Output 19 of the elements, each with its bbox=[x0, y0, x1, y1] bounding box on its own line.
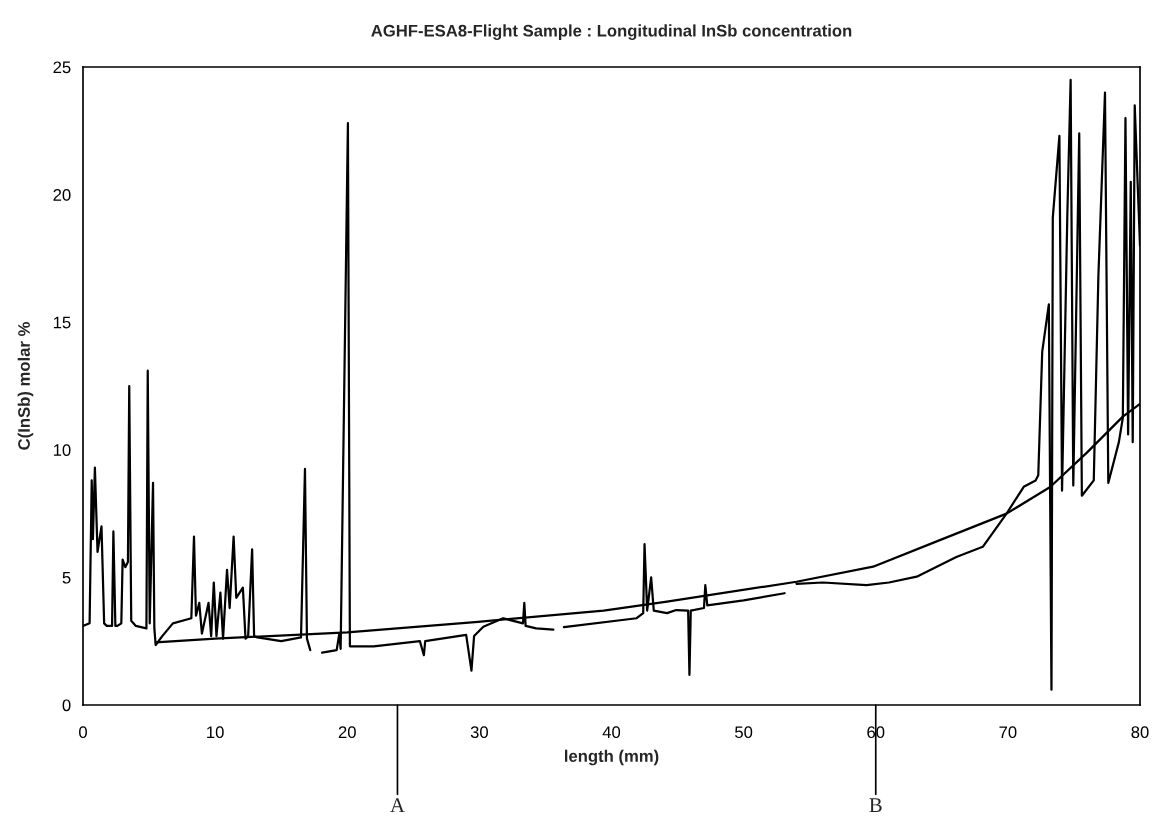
y-tick-label: 10 bbox=[53, 444, 71, 456]
x-tick-label: 40 bbox=[602, 726, 621, 739]
ref-line-label: A bbox=[390, 798, 405, 812]
y-tick-label: 25 bbox=[53, 61, 71, 74]
y-tick-label: 0 bbox=[62, 699, 71, 712]
y-tick-label: 5 bbox=[62, 571, 71, 584]
x-tick-label: 50 bbox=[735, 726, 753, 739]
y-tick-label: 15 bbox=[53, 316, 71, 329]
y-tick-label: 20 bbox=[53, 189, 71, 201]
ref-line-label: B bbox=[869, 798, 882, 813]
x-tick-label: 30 bbox=[470, 726, 488, 739]
x-tick-label: 10 bbox=[207, 726, 224, 739]
x-axis-title: length (mm) bbox=[564, 749, 659, 766]
x-tick-label: 20 bbox=[338, 726, 356, 739]
x-tick-label: 0 bbox=[79, 726, 87, 739]
x-tick-label: 80 bbox=[1131, 726, 1149, 739]
chart-title: AGHF-ESA8-Flight Sample : Longitudinal InSb concentration bbox=[371, 24, 852, 40]
x-tick-label: 70 bbox=[999, 726, 1017, 739]
y-axis-title: C(InSb) molar % bbox=[17, 322, 34, 450]
